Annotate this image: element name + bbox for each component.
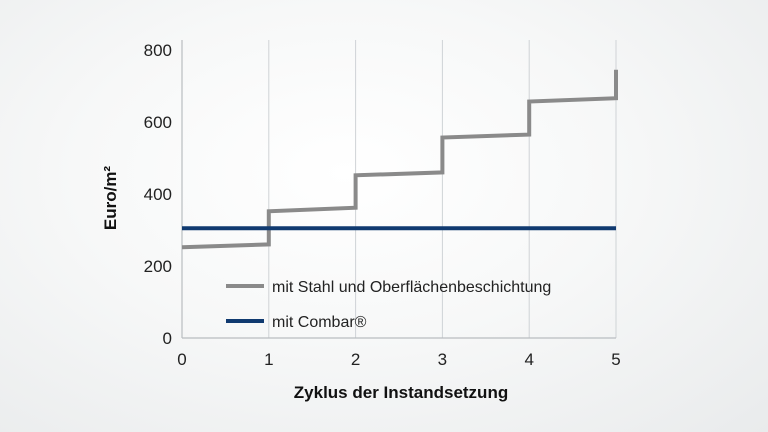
series-line-steel bbox=[181, 69, 618, 250]
legend-label-steel: mit Stahl und Oberflächenbeschichtung bbox=[272, 279, 551, 296]
x-tick-label-5: 5 bbox=[611, 350, 620, 369]
axes bbox=[181, 40, 616, 339]
series-lines bbox=[181, 69, 618, 250]
x-tick-label-2: 2 bbox=[351, 350, 360, 369]
y-tick-label-400: 400 bbox=[144, 185, 172, 204]
x-tick-label-1: 1 bbox=[264, 350, 273, 369]
legend-label-combar: mit Combar® bbox=[272, 314, 367, 331]
legend: mit Stahl und Oberflächenbeschichtung mi… bbox=[226, 279, 551, 331]
y-tick-label-800: 800 bbox=[144, 41, 172, 60]
x-tick-label-0: 0 bbox=[177, 350, 186, 369]
y-axis-title: Euro/m² bbox=[101, 166, 120, 231]
y-tick-label-0: 0 bbox=[163, 329, 172, 348]
x-axis-title: Zyklus der Instandsetzung bbox=[294, 383, 508, 402]
x-tick-label-4: 4 bbox=[524, 350, 533, 369]
y-tick-label-600: 600 bbox=[144, 113, 172, 132]
y-tick-label-200: 200 bbox=[144, 257, 172, 276]
tick-labels: 0 200 400 600 800 0 1 2 3 4 5 bbox=[144, 41, 621, 369]
x-tick-label-3: 3 bbox=[438, 350, 447, 369]
